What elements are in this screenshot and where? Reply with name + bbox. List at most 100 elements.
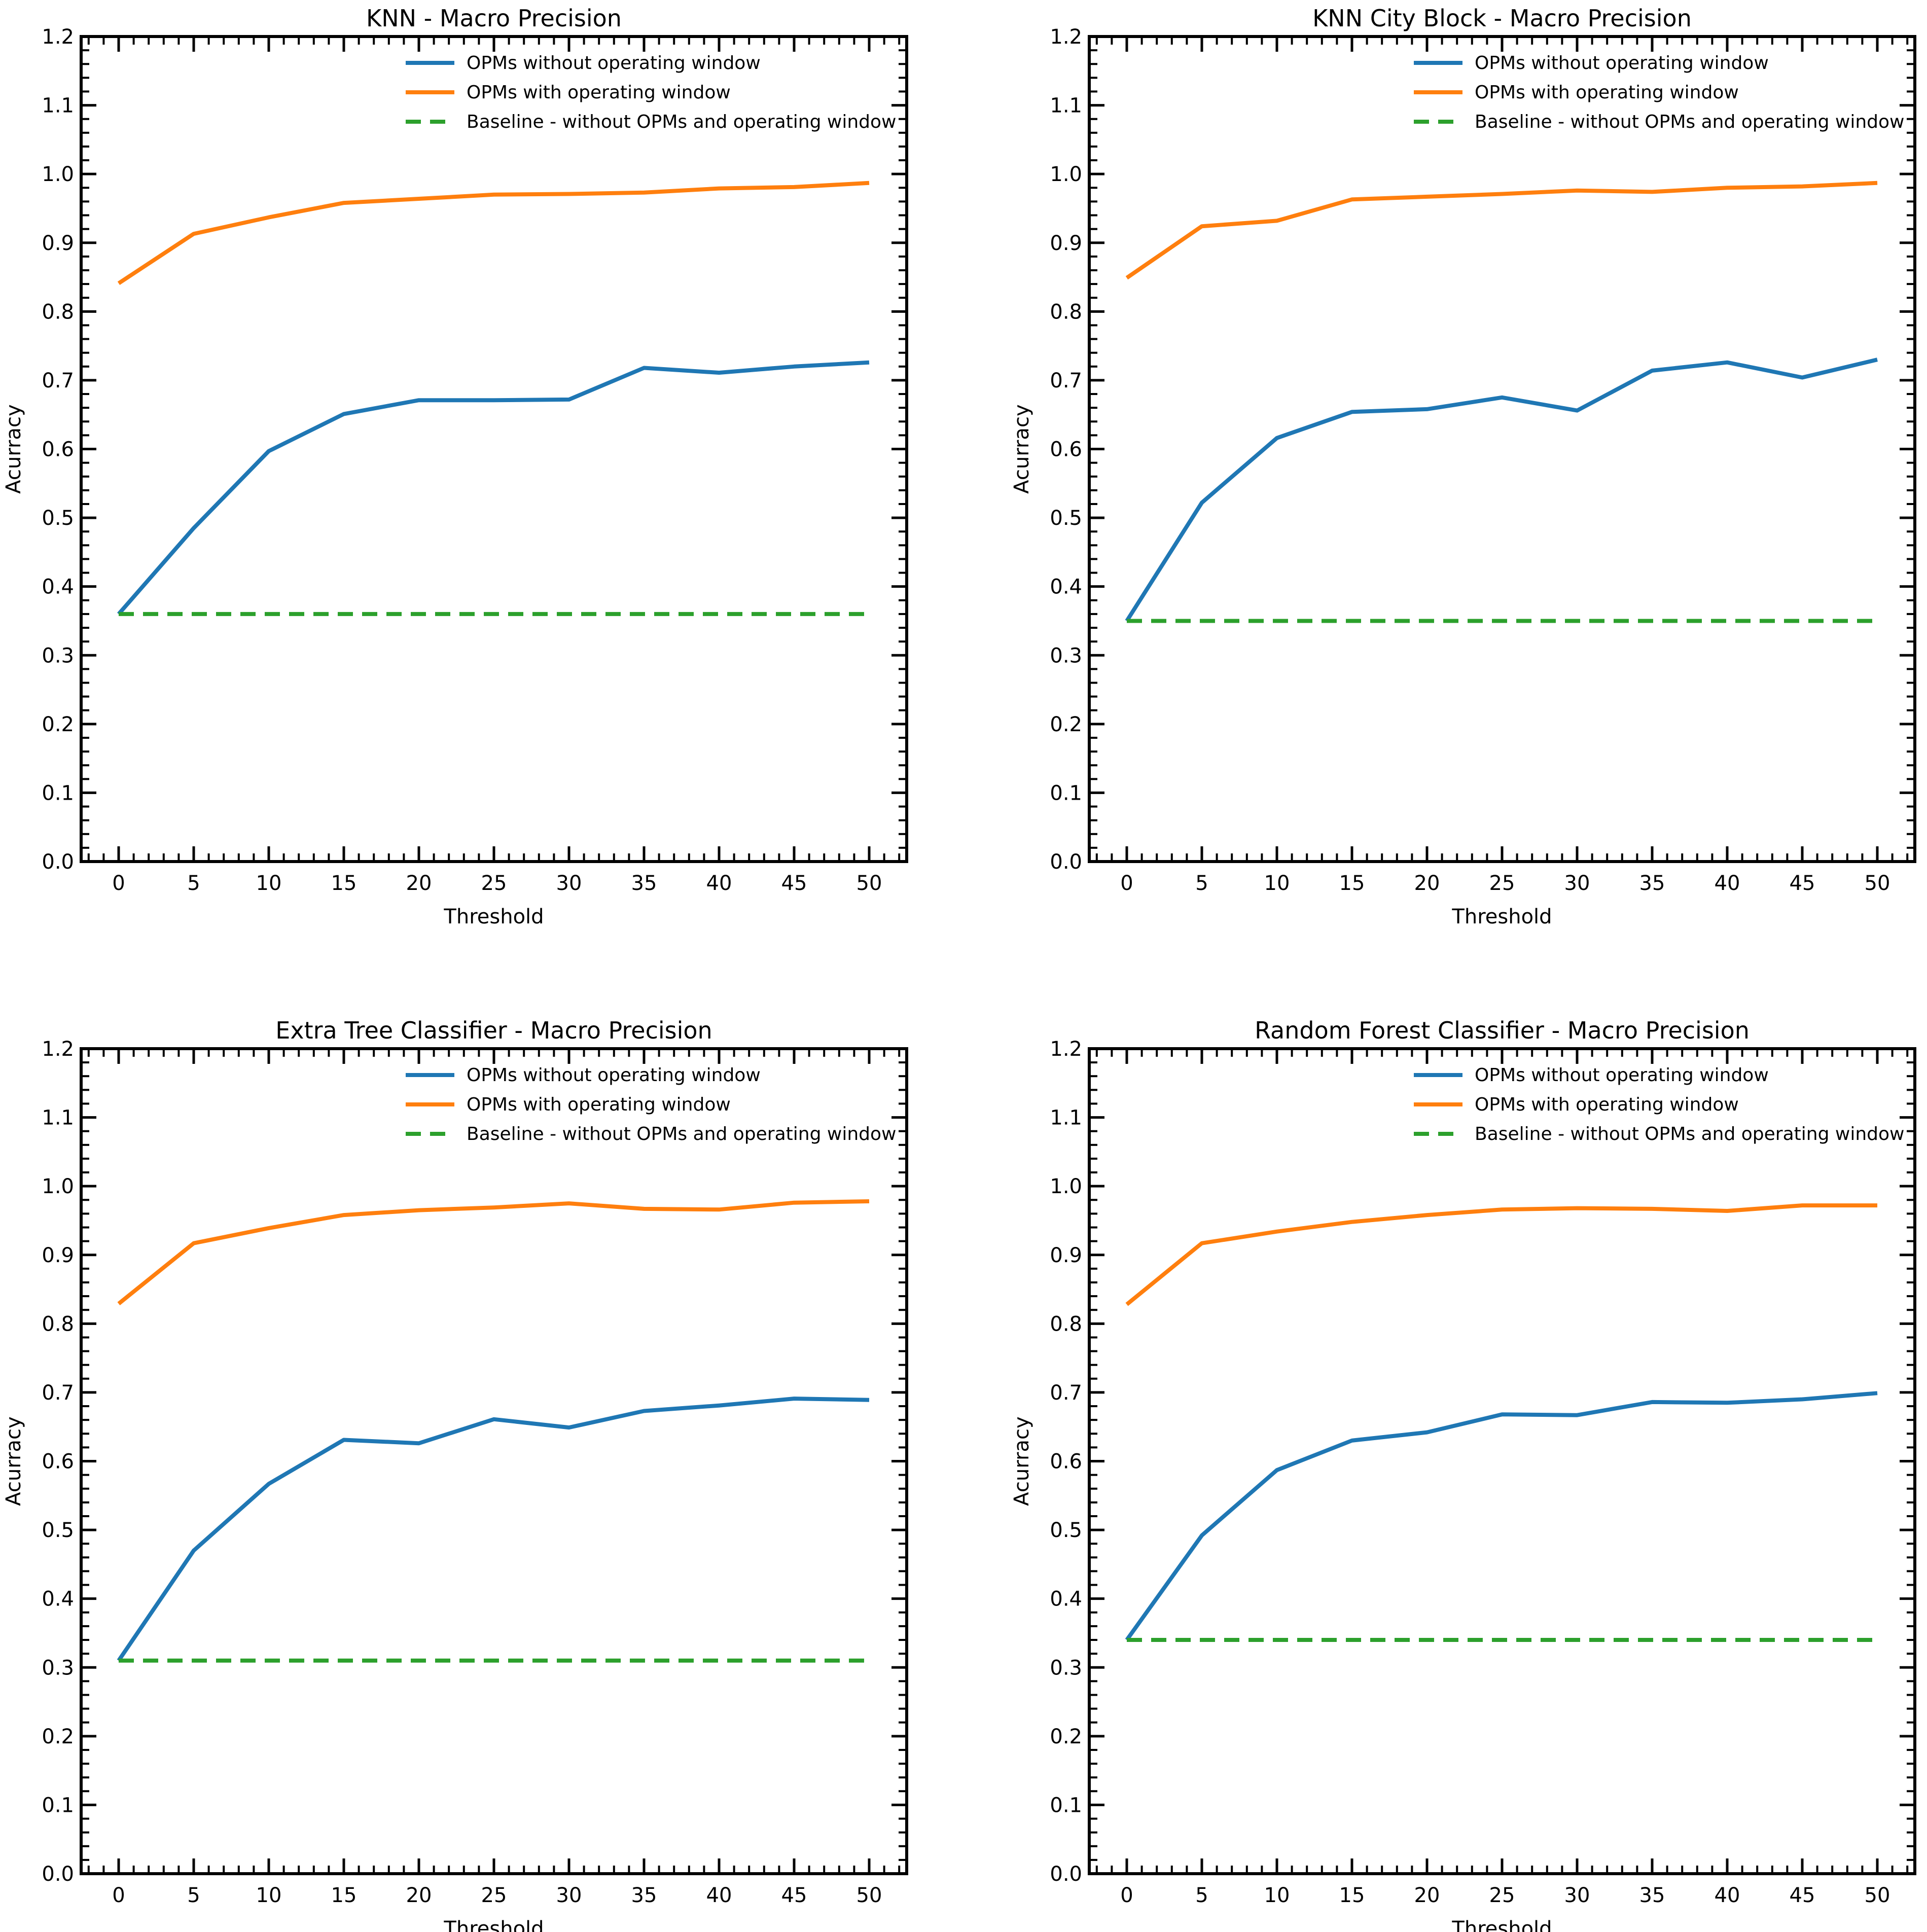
legend-label: OPMs with operating window [1475, 1094, 1739, 1115]
x-tick-label: 25 [1489, 872, 1515, 895]
legend: OPMs without operating window OPMs with o… [406, 1065, 896, 1144]
x-tick-label: 25 [481, 872, 507, 895]
chart-panel-2: 0 5 10 15 20 25 30 35 40 45 50 0.0 0.1 0.2 0.3 0.4 0.5 0.… [1010, 5, 1916, 928]
x-tick-label: 10 [1264, 1884, 1290, 1907]
y-tick-label: 0.7 [42, 369, 74, 392]
x-tick-label: 20 [1414, 1884, 1440, 1907]
legend-label: OPMs without operating window [467, 1065, 761, 1086]
x-tick-label: 45 [1790, 872, 1815, 895]
x-tick-label: 30 [1564, 872, 1590, 895]
x-tick-label: 35 [631, 1884, 657, 1907]
y-tick-label: 0.6 [42, 438, 74, 461]
x-tick-label: 45 [781, 1884, 807, 1907]
x-tick-label: 15 [1339, 872, 1365, 895]
series-line-opms-with-operating-window [117, 181, 870, 285]
chart-panel-4: 0 5 10 15 20 25 30 35 40 45 50 0.0 0.1 0.2 0.3 0.4 0.5 0.… [1010, 1017, 1916, 1932]
series-line-opms-with-operating-window [1125, 181, 1878, 280]
y-tick-label: 0.4 [1050, 576, 1082, 599]
y-axis-label: Acurracy [1010, 404, 1033, 493]
y-tick-label: 1.1 [1050, 94, 1082, 118]
minor-ticks [81, 37, 907, 862]
chart-panel-3: 0 5 10 15 20 25 30 35 40 45 50 0.0 0.1 0.2 0.3 0.4 0.5 0.… [2, 1017, 908, 1932]
y-tick-label: 1.2 [42, 25, 74, 49]
y-tick-label: 0.9 [1050, 232, 1082, 255]
axes-frame [1088, 1047, 1916, 1875]
y-tick-label: 1.1 [42, 94, 74, 118]
series-line-opms-without-operating-window [117, 1397, 870, 1662]
x-tick-label: 35 [1639, 872, 1665, 895]
y-tick-label: 0.3 [42, 644, 74, 667]
y-tick-label: 0.0 [42, 1863, 74, 1886]
y-tick-label: 0.5 [42, 1519, 74, 1542]
y-tick-label: 0.8 [1050, 300, 1082, 324]
y-tick-label: 0.1 [1050, 1794, 1082, 1817]
x-axis-label: Threshold [443, 905, 544, 928]
y-tick-label: 0.2 [1050, 713, 1082, 736]
y-tick-label: 0.6 [1050, 438, 1082, 461]
y-tick-label: 0.2 [1050, 1725, 1082, 1748]
y-tick-label: 0.4 [42, 1588, 74, 1611]
x-axis-label: Threshold [1451, 905, 1552, 928]
y-axis-label: Acurracy [2, 404, 25, 493]
y-tick-label: 0.7 [1050, 369, 1082, 392]
x-tick-label: 0 [112, 1884, 125, 1907]
x-tick-label: 45 [1790, 1884, 1815, 1907]
x-tick-label: 50 [1865, 872, 1890, 895]
y-tick-label: 0.8 [42, 300, 74, 324]
x-tick-label: 50 [857, 1884, 882, 1907]
x-tick-label: 0 [1120, 872, 1133, 895]
x-tick-label: 30 [1564, 1884, 1590, 1907]
y-tick-label: 0.5 [42, 507, 74, 530]
y-tick-label: 1.0 [42, 163, 74, 186]
x-tick-label: 5 [1195, 872, 1208, 895]
legend-label: OPMs without operating window [467, 53, 761, 74]
chart-panel-1: 0 5 10 15 20 25 30 35 40 45 50 0.0 0.1 0.2 0.3 0.4 0.5 0.… [2, 5, 908, 928]
y-tick-label: 0.2 [42, 713, 74, 736]
chart-title: Random Forest Classifier - Macro Precisi… [1255, 1017, 1750, 1044]
y-tick-label: 1.2 [42, 1037, 74, 1061]
legend-label: Baseline - without OPMs and operating wi… [1475, 1124, 1904, 1144]
axes-frame [80, 35, 908, 863]
x-tick-label: 0 [1120, 1884, 1133, 1907]
y-tick-label: 0.1 [1050, 781, 1082, 805]
y-tick-label: 0.0 [1050, 850, 1082, 874]
y-tick-label: 0.9 [42, 232, 74, 255]
y-tick-label: 1.1 [1050, 1106, 1082, 1130]
axes-frame [1088, 35, 1916, 863]
x-tick-label: 35 [631, 872, 657, 895]
legend-label: OPMs without operating window [1475, 53, 1769, 74]
x-tick-label: 25 [1489, 1884, 1515, 1907]
legend-label: Baseline - without OPMs and operating wi… [467, 112, 896, 132]
y-tick-label: 0.4 [1050, 1588, 1082, 1611]
x-tick-label: 50 [857, 872, 882, 895]
series-line-opms-without-operating-window [117, 360, 870, 616]
legend: OPMs without operating window OPMs with o… [406, 53, 896, 132]
x-tick-label: 20 [406, 1884, 432, 1907]
chart-title: KNN City Block - Macro Precision [1312, 5, 1692, 32]
x-tick-label: 20 [1414, 872, 1440, 895]
x-tick-label: 10 [256, 1884, 282, 1907]
y-tick-label: 0.3 [1050, 1656, 1082, 1679]
x-tick-label: 20 [406, 872, 432, 895]
legend: OPMs without operating window OPMs with o… [1414, 1065, 1904, 1144]
legend-label: Baseline - without OPMs and operating wi… [467, 1124, 896, 1144]
x-tick-label: 10 [1264, 872, 1290, 895]
x-tick-label: 40 [1715, 872, 1740, 895]
legend-label: OPMs with operating window [467, 1094, 731, 1115]
y-tick-label: 0.6 [1050, 1450, 1082, 1474]
chart-title: Extra Tree Classifier - Macro Precision [275, 1017, 712, 1044]
minor-ticks [1089, 37, 1915, 862]
y-tick-label: 0.2 [42, 1725, 74, 1748]
x-tick-label: 5 [187, 872, 200, 895]
y-tick-label: 0.0 [42, 850, 74, 874]
legend-label: OPMs with operating window [467, 82, 731, 103]
x-tick-label: 30 [556, 872, 582, 895]
x-tick-label: 45 [781, 872, 807, 895]
x-tick-label: 15 [1339, 1884, 1365, 1907]
y-axis-label: Acurracy [2, 1416, 25, 1506]
y-axis-label: Acurracy [1010, 1416, 1033, 1506]
y-tick-label: 1.0 [42, 1175, 74, 1198]
y-tick-label: 0.1 [42, 1794, 74, 1817]
x-tick-label: 40 [706, 872, 732, 895]
x-axis-label: Threshold [1451, 1917, 1552, 1932]
